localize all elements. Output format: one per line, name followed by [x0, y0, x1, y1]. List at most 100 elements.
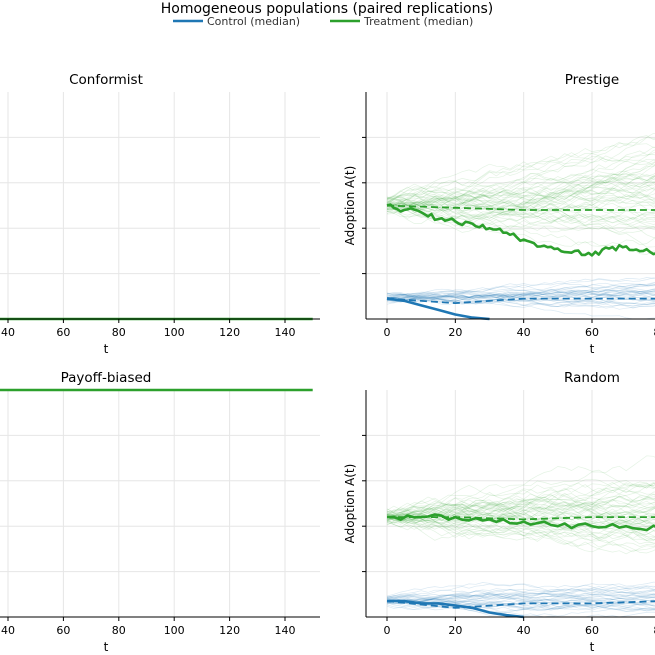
replication-trace: [386, 208, 655, 230]
panel-conformist: Conformist 40 60 80 100 120 140 t: [0, 72, 320, 356]
replication-trace: [386, 508, 655, 554]
replication-trace: [386, 283, 655, 301]
replication-trace: [386, 503, 655, 523]
replication-trace: [386, 172, 655, 201]
panel-title: Random: [564, 370, 620, 386]
replication-trace: [386, 292, 655, 307]
replication-trace: [386, 160, 655, 210]
replication-trace: [386, 291, 655, 299]
replication-trace: [386, 289, 655, 299]
x-tick-label: 60: [56, 326, 70, 339]
replication-trace: [386, 514, 655, 542]
replication-trace: [386, 478, 655, 521]
replication-trace: [386, 500, 655, 518]
replication-trace: [386, 193, 655, 227]
replication-trace: [386, 595, 655, 606]
replication-trace: [386, 164, 655, 216]
replication-trace: [386, 195, 655, 230]
replication-trace: [386, 294, 655, 304]
replication-trace: [386, 181, 655, 208]
replication-trace: [386, 188, 655, 215]
replication-trace: [386, 581, 655, 597]
replication-trace: [387, 189, 655, 216]
panel-title: Conformist: [69, 72, 143, 88]
replication-trace: [386, 501, 655, 523]
replication-trace: [386, 599, 655, 617]
replication-trace: [386, 455, 655, 516]
replication-trace: [386, 489, 655, 518]
replication-trace: [386, 282, 655, 298]
replication-trace: [386, 593, 655, 605]
replication-trace: [386, 483, 655, 524]
series-line-dashed: [386, 297, 655, 305]
x-axis-label: t: [590, 342, 595, 356]
replication-trace: [386, 282, 655, 299]
replication-trace: [386, 599, 655, 614]
replication-trace: [386, 589, 655, 603]
replication-trace: [386, 201, 655, 226]
replication-trace: [386, 505, 655, 525]
replication-trace: [386, 172, 655, 219]
replication-trace: [386, 194, 655, 248]
replication-trace: [386, 200, 655, 221]
replication-trace: [386, 466, 655, 514]
x-tick-label: 80: [112, 624, 126, 637]
replication-trace: [386, 203, 655, 247]
replication-trace: [386, 592, 655, 604]
replication-trace: [386, 159, 655, 207]
replication-trace: [386, 482, 655, 517]
y-axis-label: Adoption A(t): [343, 166, 357, 246]
replication-trace: [386, 175, 655, 209]
x-tick-label: 20: [448, 624, 462, 637]
replication-trace: [386, 289, 655, 299]
x-tick-label: 120: [219, 326, 240, 339]
replication-trace: [386, 298, 655, 306]
replication-trace: [386, 161, 655, 215]
replication-trace: [386, 583, 655, 599]
replication-trace: [386, 602, 655, 615]
replication-trace: [386, 600, 655, 609]
replication-trace: [386, 595, 655, 609]
replication-trace: [386, 195, 655, 234]
replication-trace: [386, 516, 655, 535]
replication-trace: [386, 491, 655, 518]
replication-trace: [386, 514, 655, 538]
panel-prestige: Prestige020406080100tAdoption A(t): [343, 72, 655, 356]
replication-trace: [386, 296, 655, 310]
replication-trace: [386, 210, 655, 238]
replication-trace: [386, 516, 655, 553]
replication-trace: [386, 593, 655, 607]
replication-trace: [386, 177, 655, 208]
replication-trace: [386, 194, 655, 212]
replication-trace: [386, 293, 655, 308]
replication-trace: [386, 491, 655, 519]
panel-title: Prestige: [565, 72, 619, 88]
replication-trace: [386, 598, 655, 611]
replication-trace: [386, 498, 655, 528]
replication-trace: [386, 285, 655, 299]
replication-trace: [386, 289, 655, 304]
replication-trace: [386, 592, 655, 601]
replication-trace: [386, 205, 655, 255]
replication-trace: [386, 282, 655, 299]
replication-trace: [386, 509, 655, 540]
replication-trace: [386, 295, 655, 308]
replication-trace: [386, 493, 655, 520]
replication-trace: [386, 512, 655, 531]
replication-trace: [386, 175, 655, 214]
replication-trace: [386, 292, 655, 303]
replication-trace: [386, 185, 655, 211]
replication-trace: [386, 596, 655, 617]
replication-trace: [386, 174, 655, 212]
panel-payoff-biased: Payoff-biased 40 60 80 100 120 140 t: [0, 370, 320, 654]
replication-trace: [386, 513, 655, 541]
replication-trace: [386, 152, 655, 200]
replication-trace: [386, 504, 655, 525]
x-tick-label: 60: [56, 624, 70, 637]
replication-trace: [386, 137, 655, 199]
replication-trace: [386, 494, 655, 527]
x-tick-label: 20: [448, 326, 462, 339]
x-tick-label: 80: [653, 624, 655, 637]
replication-trace: [386, 598, 655, 612]
replication-trace: [386, 197, 655, 228]
